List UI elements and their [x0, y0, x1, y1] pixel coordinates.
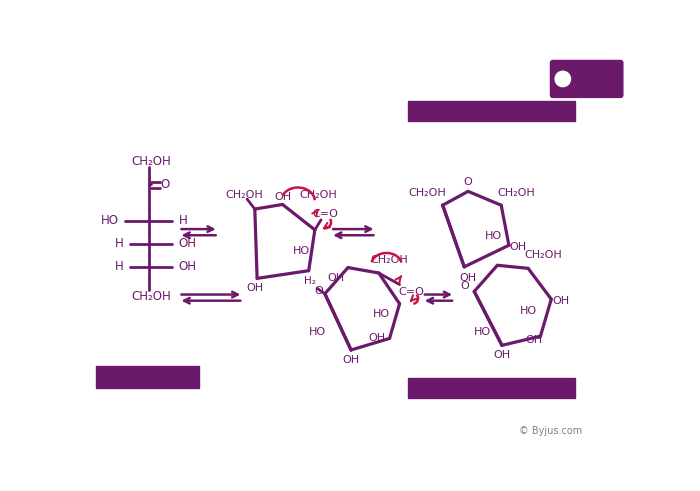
Text: B: B: [559, 74, 566, 84]
Text: H: H: [178, 214, 188, 227]
Text: O: O: [160, 178, 169, 191]
Text: CH₂OH: CH₂OH: [131, 290, 171, 302]
Text: CH₂OH: CH₂OH: [498, 188, 536, 198]
Text: HO: HO: [519, 306, 537, 317]
Text: OH: OH: [327, 273, 344, 283]
Text: CH₂OH: CH₂OH: [371, 255, 408, 265]
Text: D-fructose: D-fructose: [108, 370, 188, 383]
Text: OH: OH: [510, 242, 526, 252]
Text: CH₂OH: CH₂OH: [525, 250, 562, 260]
Text: The Learning App: The Learning App: [557, 82, 619, 87]
Text: HO: HO: [373, 309, 391, 319]
Text: O: O: [463, 177, 473, 187]
Text: OH: OH: [274, 192, 291, 202]
Text: BYJU'S: BYJU'S: [566, 68, 611, 81]
FancyBboxPatch shape: [408, 101, 575, 121]
Text: OH: OH: [368, 333, 385, 343]
Text: HO: HO: [101, 214, 118, 227]
Text: H₂: H₂: [304, 275, 316, 286]
FancyBboxPatch shape: [96, 366, 200, 388]
Text: CH₂OH: CH₂OH: [300, 190, 337, 200]
Text: OH: OH: [553, 297, 570, 306]
Text: CH₂OH: CH₂OH: [225, 190, 263, 200]
Text: OH: OH: [494, 351, 510, 360]
Text: HO: HO: [293, 246, 309, 256]
Text: O: O: [314, 286, 323, 296]
Text: OH: OH: [526, 335, 543, 345]
Text: OH: OH: [178, 237, 197, 250]
Text: OH: OH: [246, 283, 263, 293]
FancyBboxPatch shape: [550, 60, 623, 97]
Text: CH₂OH: CH₂OH: [131, 155, 171, 168]
Text: α-D-fructofuranose: α-D-fructofuranose: [419, 104, 563, 117]
Text: HO: HO: [309, 327, 326, 337]
Text: OH: OH: [342, 355, 360, 365]
Text: HO: HO: [473, 327, 491, 337]
Text: H: H: [115, 260, 124, 273]
Text: HO: HO: [485, 231, 502, 241]
Text: OH: OH: [178, 260, 197, 273]
Text: C=O: C=O: [398, 287, 424, 297]
Text: CH₂OH: CH₂OH: [408, 188, 446, 198]
FancyBboxPatch shape: [408, 378, 575, 399]
Circle shape: [555, 71, 570, 86]
Text: O: O: [461, 281, 470, 291]
Text: C=O: C=O: [312, 210, 338, 219]
Text: α-D-fructopyranose: α-D-fructopyranose: [418, 381, 564, 394]
Text: H: H: [115, 237, 124, 250]
Text: © Byjus.com: © Byjus.com: [519, 426, 582, 436]
Text: OH: OH: [459, 273, 477, 283]
